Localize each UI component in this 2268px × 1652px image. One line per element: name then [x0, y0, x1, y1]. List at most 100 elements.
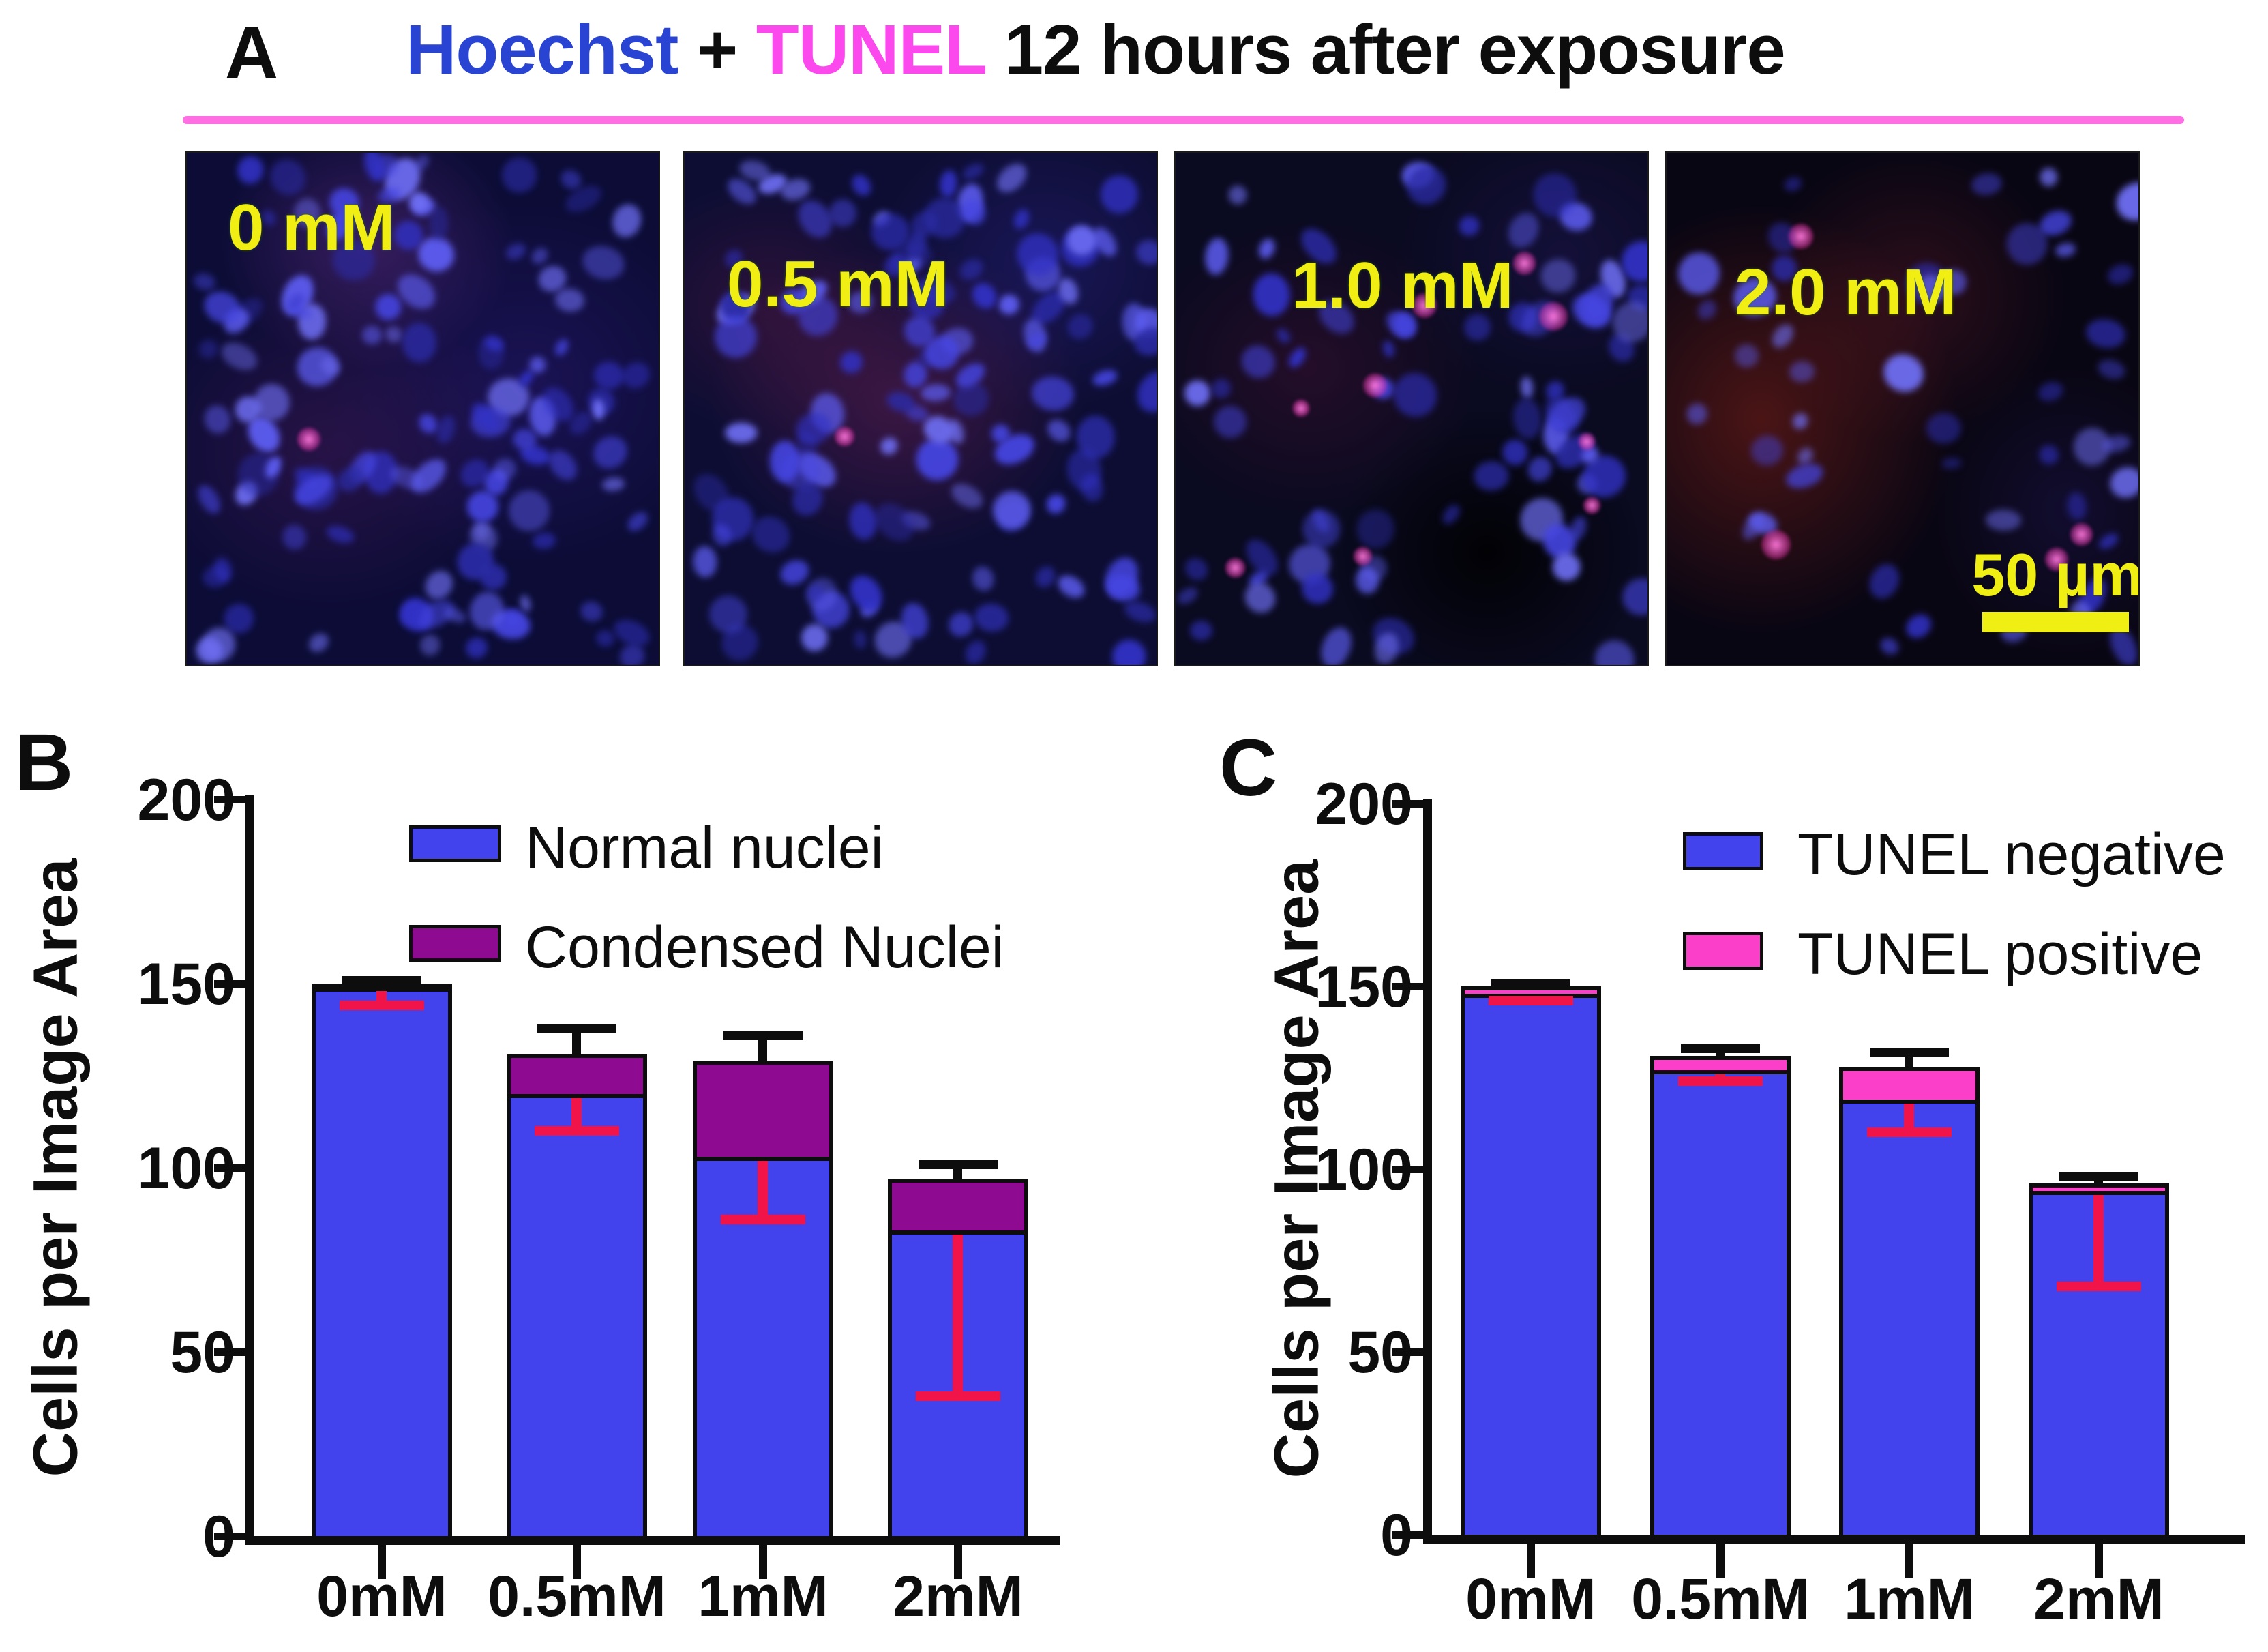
hoechst-nucleus: [195, 336, 222, 362]
x-tick-0mM: [1527, 1544, 1535, 1578]
hoechst-nucleus: [1519, 376, 1534, 399]
hoechst-nucleus: [1536, 255, 1580, 297]
hoechst-nucleus: [608, 201, 646, 241]
x-tick-0.5mM: [573, 1545, 581, 1579]
hoechst-nucleus: [2034, 441, 2063, 469]
y-tick-150: [1392, 983, 1423, 990]
hoechst-nucleus: [1235, 339, 1282, 385]
hoechst-nucleus: [848, 171, 875, 199]
hoechst-nucleus: [967, 278, 1001, 314]
x-tick-0.5mM: [1716, 1544, 1725, 1578]
y-tick-label-0: 0: [1380, 1503, 1413, 1568]
hoechst-nucleus: [305, 629, 333, 656]
hoechst-nucleus: [1133, 237, 1157, 268]
y-tick-label-100: 100: [137, 1136, 236, 1201]
title-suffix: 12 hours after exposure: [1004, 10, 1786, 89]
hoechst-nucleus: [1941, 456, 1963, 470]
hoechst-nucleus: [1671, 245, 1727, 302]
legend-label-tunel-negative: TUNEL negative: [1797, 822, 2226, 887]
y-axis-title: Cells per Image Area: [1262, 859, 1332, 1479]
hoechst-nucleus: [1782, 459, 1826, 493]
hoechst-nucleus: [725, 422, 758, 443]
upper-error-cap-0.5mM: [1681, 1044, 1760, 1054]
bar-0.5mM-normal-nuclei-segment: [507, 1094, 647, 1540]
y-tick-0: [214, 1533, 245, 1540]
hoechst-nucleus: [2095, 356, 2128, 383]
tunel-positive-spot: [1761, 529, 1792, 560]
bar-0.5mM-condensed-nuclei-segment: [507, 1053, 647, 1098]
y-tick-100: [1392, 1166, 1423, 1173]
lower-error-cap-0mM: [1489, 996, 1573, 1006]
lower-error-line-1mM: [758, 1160, 768, 1220]
tunel-positive-spot: [1352, 546, 1373, 567]
hoechst-nucleus: [624, 507, 652, 535]
hoechst-nucleus: [956, 254, 987, 284]
hoechst-nucleus: [1240, 533, 1285, 581]
lower-error-cap-1mM: [721, 1214, 805, 1224]
upper-error-cap-0mM: [1491, 978, 1570, 988]
scale-bar: [1982, 612, 2129, 632]
bar-0.5mM-tunel-positive-segment: [1650, 1055, 1791, 1075]
hoechst-nucleus: [1251, 272, 1292, 318]
hoechst-nucleus: [972, 602, 1011, 634]
upper-error-cap-2mM: [2059, 1172, 2138, 1181]
upper-error-cap-1mM: [723, 1031, 803, 1040]
hoechst-nucleus: [601, 476, 626, 492]
hoechst-nucleus: [801, 623, 829, 653]
hoechst-nucleus: [552, 336, 571, 358]
hoechst-nucleus: [1273, 325, 1294, 346]
legend-swatch-condensed-nuclei: [409, 925, 501, 962]
hoechst-nucleus: [1788, 359, 1815, 383]
bar-1mM-condensed-nuclei-segment: [693, 1061, 833, 1161]
lower-error-cap-0mM: [340, 1001, 424, 1011]
tunel-positive-spot: [2044, 546, 2070, 572]
hoechst-nucleus: [593, 359, 626, 391]
hoechst-nucleus: [200, 402, 235, 438]
hoechst-nucleus: [1734, 344, 1759, 368]
hoechst-nucleus: [938, 169, 959, 198]
hoechst-nucleus: [1877, 347, 1930, 398]
x-tick-1mM: [1905, 1544, 1913, 1578]
x-category-label-1mM: 1mM: [1844, 1567, 1975, 1631]
micro-image-concentration-label: 0 mM: [228, 191, 396, 264]
tunel-positive-spot: [1362, 372, 1388, 398]
hoechst-nucleus: [442, 605, 468, 626]
lower-error-line-0.5mM: [571, 1098, 582, 1131]
tunel-positive-spot: [1512, 251, 1536, 276]
hoechst-nucleus: [2104, 261, 2136, 289]
upper-error-cap-1mM: [1870, 1048, 1949, 1057]
y-tick-50: [1392, 1348, 1423, 1356]
hoechst-nucleus: [2035, 379, 2065, 404]
hoechst-nucleus: [1877, 634, 1903, 658]
hoechst-nucleus: [1381, 339, 1396, 359]
hoechst-nucleus: [528, 244, 552, 267]
legend-label-tunel-positive: TUNEL positive: [1797, 921, 2203, 987]
hoechst-nucleus: [1970, 171, 2004, 197]
hoechst-nucleus: [1523, 452, 1557, 486]
x-tick-2mM: [954, 1545, 962, 1579]
y-tick-200: [1392, 800, 1423, 808]
hoechst-nucleus: [843, 570, 889, 618]
bar-0.5mM-tunel-negative-segment: [1650, 1070, 1791, 1539]
hoechst-nucleus: [417, 633, 442, 658]
legend-label-normal-nuclei: Normal nuclei: [525, 815, 884, 881]
hoechst-nucleus: [877, 434, 901, 458]
hoechst-nucleus: [194, 481, 225, 517]
hoechst-nucleus: [991, 158, 1032, 198]
hoechst-nucleus: [1182, 378, 1212, 408]
hoechst-nucleus: [1683, 400, 1712, 429]
hoechst-nucleus: [543, 445, 583, 486]
hoechst-nucleus: [383, 323, 405, 345]
tunel-positive-spot: [1292, 399, 1311, 417]
hoechst-nucleus: [1062, 309, 1099, 344]
upper-error-line-1mM: [758, 1035, 767, 1064]
tunel-positive-spot: [1577, 432, 1596, 451]
bar-1mM-tunel-positive-segment: [1839, 1066, 1980, 1104]
hoechst-nucleus: [853, 630, 867, 650]
lower-error-cap-2mM: [916, 1391, 1000, 1401]
hoechst-nucleus: [1926, 412, 1962, 444]
micro-image-concentration-label: 0.5 mM: [727, 248, 949, 321]
x-tick-0mM: [378, 1545, 386, 1579]
hoechst-nucleus: [500, 482, 558, 540]
